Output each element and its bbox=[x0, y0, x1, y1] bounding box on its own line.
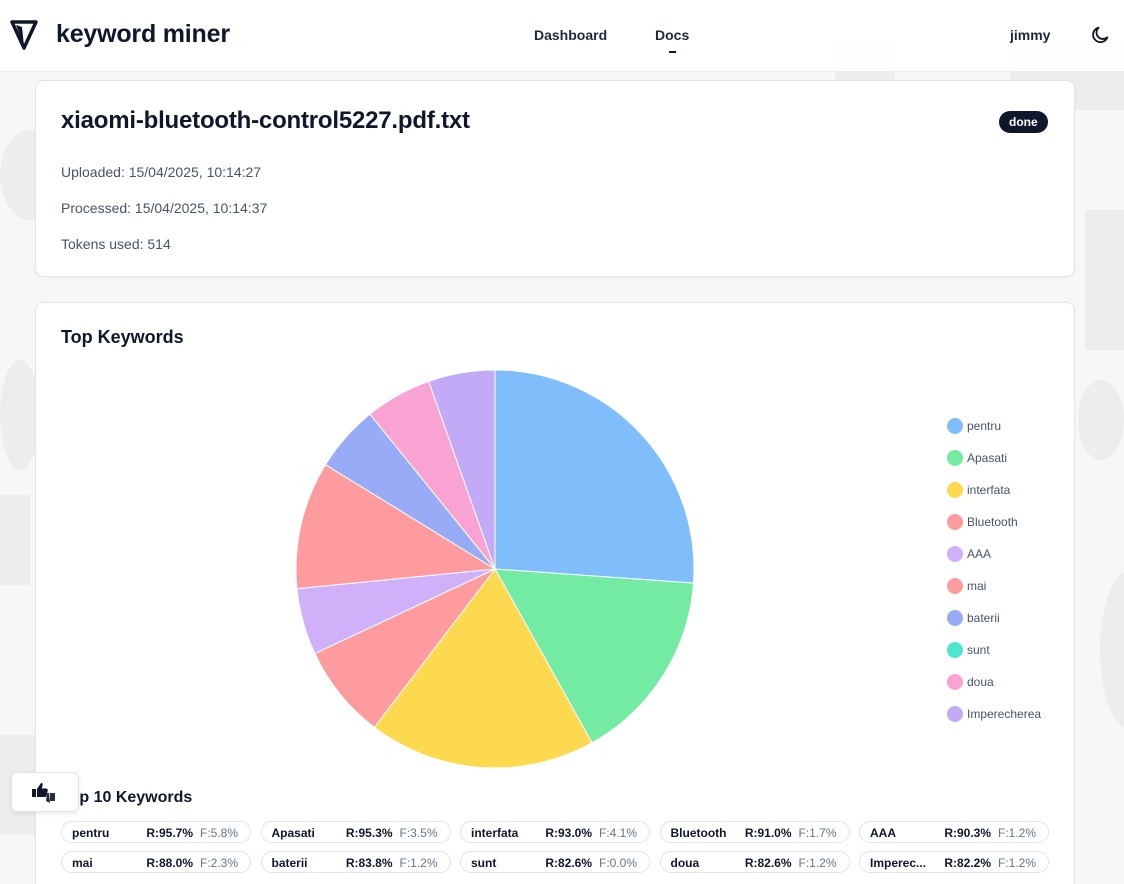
chip-frequency: F:1.2% bbox=[998, 856, 1037, 870]
chip-frequency: F:1.7% bbox=[798, 826, 837, 840]
moon-icon[interactable] bbox=[1089, 24, 1111, 46]
keyword-chip-imperecherea[interactable]: Imperec... R:82.2% F:1.2% bbox=[859, 851, 1049, 873]
legend-label: pentru bbox=[967, 419, 1002, 433]
legend-swatch bbox=[947, 610, 963, 626]
feedback-button[interactable] bbox=[11, 772, 79, 812]
chip-frequency: F:1.2% bbox=[998, 826, 1037, 840]
thumbs-up-down-icon bbox=[32, 783, 55, 803]
legend-label: mai bbox=[967, 579, 987, 593]
background-decoration bbox=[1100, 570, 1124, 730]
uploaded-timestamp: Uploaded: 15/04/2025, 10:14:27 bbox=[61, 164, 262, 180]
chip-frequency: F:3.5% bbox=[399, 826, 438, 840]
keyword-chip-baterii[interactable]: baterii R:83.8% F:1.2% bbox=[260, 851, 451, 873]
chip-relevance: R:93.0% bbox=[545, 826, 592, 840]
chip-keyword: interfata bbox=[471, 826, 519, 840]
keywords-pie-chart bbox=[295, 369, 695, 769]
keyword-chip-pentru[interactable]: pentru R:95.7% F:5.8% bbox=[61, 821, 251, 843]
legend-swatch bbox=[947, 642, 963, 658]
keyword-chip-sunt[interactable]: sunt R:82.6% F:0.0% bbox=[460, 851, 650, 873]
nav-dashboard[interactable]: Dashboard bbox=[534, 27, 608, 43]
nav-docs[interactable]: Docs bbox=[655, 27, 690, 43]
legend-swatch bbox=[947, 482, 963, 498]
legend-swatch bbox=[947, 546, 963, 562]
background-decoration bbox=[0, 360, 40, 470]
keyword-chip-mai[interactable]: mai R:88.0% F:2.3% bbox=[61, 851, 251, 873]
legend-swatch bbox=[947, 514, 963, 530]
keyword-chip-apasati[interactable]: Apasati R:95.3% F:3.5% bbox=[260, 821, 451, 843]
legend-swatch bbox=[947, 450, 963, 466]
legend-swatch bbox=[947, 674, 963, 690]
legend-label: sunt bbox=[967, 643, 990, 657]
pie-slice-mai[interactable] bbox=[295, 463, 497, 590]
top-keywords-title: Top Keywords bbox=[61, 327, 184, 347]
legend-swatch bbox=[947, 706, 963, 722]
background-decoration bbox=[1085, 210, 1124, 350]
chip-relevance: R:95.7% bbox=[146, 826, 193, 840]
processed-timestamp: Processed: 15/04/2025, 10:14:37 bbox=[61, 200, 268, 216]
document-details-card: xiaomi-bluetooth-control5227.pdf.txt don… bbox=[35, 80, 1075, 277]
active-nav-indicator bbox=[669, 51, 676, 53]
pie-slice-apasati[interactable] bbox=[494, 568, 695, 744]
chip-frequency: F:2.3% bbox=[200, 856, 239, 870]
background-decoration bbox=[0, 495, 30, 585]
chip-keyword: sunt bbox=[471, 856, 497, 870]
keyword-chip-bluetooth[interactable]: Bluetooth R:91.0% F:1.7% bbox=[659, 821, 850, 843]
legend-label: AAA bbox=[967, 547, 992, 561]
chip-frequency: F:4.1% bbox=[599, 826, 638, 840]
triangle-logo-icon[interactable] bbox=[10, 18, 38, 52]
legend-label: Imperecherea bbox=[967, 707, 1042, 721]
top-navbar: keyword miner Dashboard Docs jimmy bbox=[0, 0, 1124, 72]
keyword-chip-aaa[interactable]: AAA R:90.3% F:1.2% bbox=[859, 821, 1049, 843]
legend-swatch bbox=[947, 578, 963, 594]
legend-swatch bbox=[947, 418, 963, 434]
brand-name[interactable]: keyword miner bbox=[56, 20, 230, 48]
chip-keyword: mai bbox=[72, 856, 93, 870]
chip-keyword: doua bbox=[670, 856, 700, 870]
tokens-used: Tokens used: 514 bbox=[61, 236, 171, 252]
chip-frequency: F:0.0% bbox=[599, 856, 638, 870]
chip-relevance: R:90.3% bbox=[944, 826, 991, 840]
user-menu[interactable]: jimmy bbox=[1010, 27, 1051, 43]
chip-relevance: R:82.2% bbox=[944, 856, 991, 870]
chip-frequency: F:1.2% bbox=[399, 856, 438, 870]
legend-label: Apasati bbox=[967, 451, 1008, 465]
pie-slice-pentru[interactable] bbox=[494, 369, 695, 584]
chip-keyword: AAA bbox=[870, 826, 896, 840]
chip-relevance: R:88.0% bbox=[146, 856, 193, 870]
chip-keyword: Imperec... bbox=[870, 856, 927, 870]
chip-frequency: F:1.2% bbox=[798, 856, 837, 870]
chip-relevance: R:91.0% bbox=[744, 826, 792, 840]
legend-label: Bluetooth bbox=[967, 515, 1018, 529]
chip-keyword: Apasati bbox=[271, 826, 315, 840]
chip-relevance: R:82.6% bbox=[744, 856, 792, 870]
chip-keyword: baterii bbox=[271, 856, 308, 870]
status-badge: done bbox=[999, 111, 1048, 133]
keyword-chip-interfata[interactable]: interfata R:93.0% F:4.1% bbox=[460, 821, 650, 843]
chip-relevance: R:95.3% bbox=[345, 826, 393, 840]
pie-slice-interfata[interactable] bbox=[373, 568, 593, 769]
legend-label: interfata bbox=[967, 483, 1011, 497]
legend-label: doua bbox=[967, 675, 994, 689]
background-decoration bbox=[1078, 380, 1124, 460]
pie-slice-imperecherea[interactable] bbox=[428, 369, 496, 570]
legend-label: baterii bbox=[967, 611, 1000, 625]
pie-slice-bluetooth[interactable] bbox=[314, 568, 496, 729]
chip-relevance: R:82.6% bbox=[545, 856, 592, 870]
chip-frequency: F:5.8% bbox=[200, 826, 239, 840]
chip-keyword: Bluetooth bbox=[670, 826, 727, 840]
top-keywords-card: Top Keywords pentru Apasati interfata Bluet… bbox=[35, 302, 1075, 884]
top10-title: Top 10 Keywords bbox=[61, 789, 193, 806]
document-title: xiaomi-bluetooth-control5227.pdf.txt bbox=[61, 107, 470, 134]
keyword-chip-doua[interactable]: doua R:82.6% F:1.2% bbox=[659, 851, 850, 873]
chip-relevance: R:83.8% bbox=[345, 856, 393, 870]
chip-keyword: pentru bbox=[72, 826, 110, 840]
